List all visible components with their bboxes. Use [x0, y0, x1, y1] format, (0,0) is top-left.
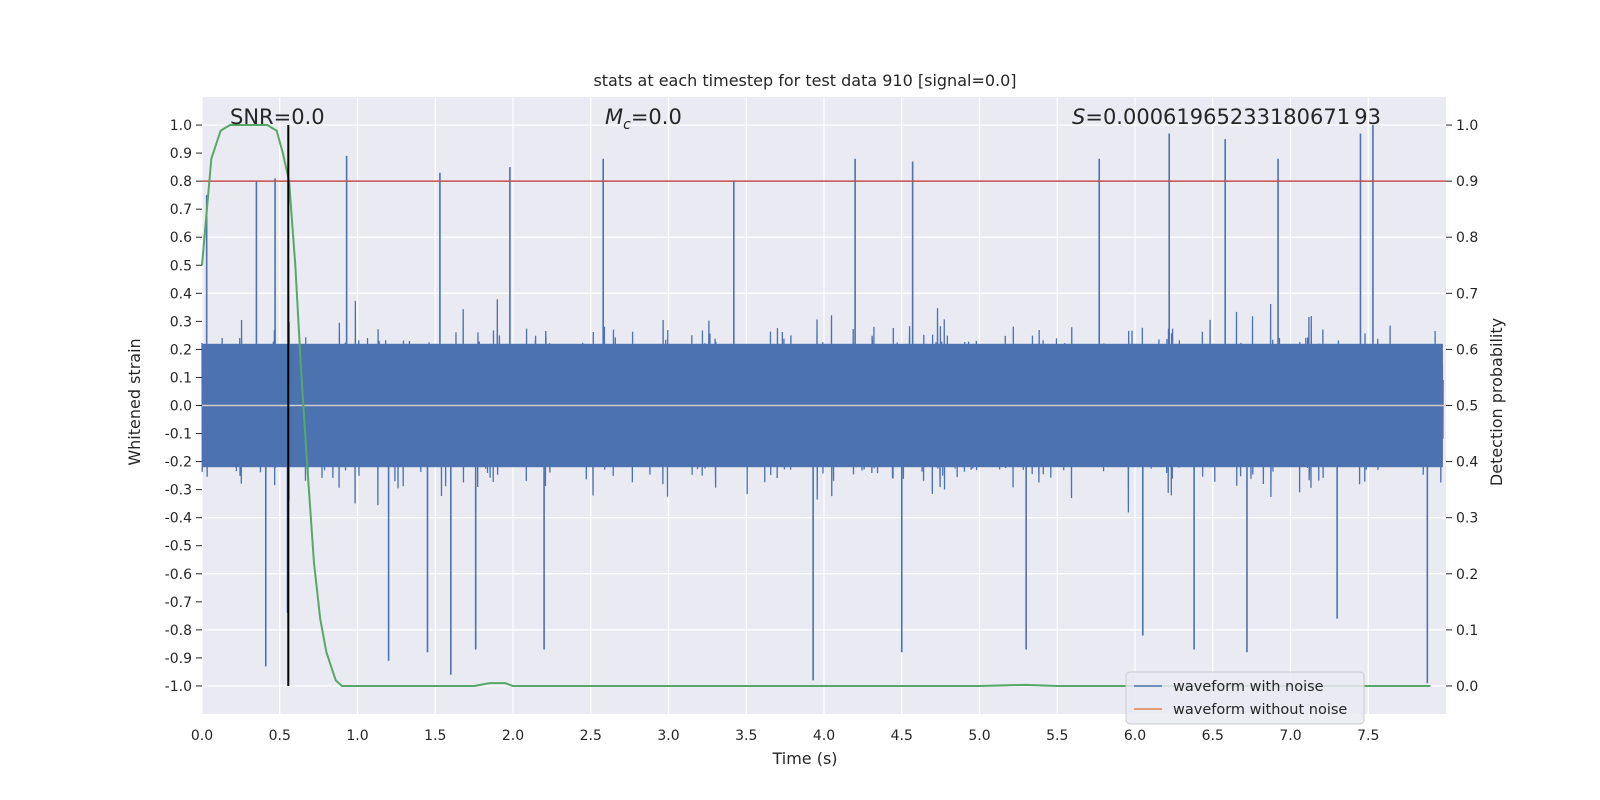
- x-axis-label: Time (s): [771, 749, 837, 768]
- y-tick-label: 0.7: [170, 202, 192, 218]
- legend: waveform with noise waveform without noi…: [1125, 671, 1365, 725]
- x-tick-label: 3.5: [735, 728, 757, 744]
- x-tick-label: 2.0: [502, 728, 524, 744]
- y-tick-label: 0.0: [170, 399, 192, 415]
- y-tick-label: 0.6: [170, 230, 192, 246]
- mc-annotation: Mc=0.0: [605, 105, 682, 133]
- detection-probability-line: [201, 124, 1431, 687]
- x-tick-label: 7.0: [1279, 728, 1301, 744]
- legend-label-noise: waveform with noise: [1173, 679, 1324, 695]
- mc-subscript: c: [623, 117, 631, 133]
- y2-tick-label: 0.6: [1456, 342, 1478, 358]
- x-tick-label: 4.5: [891, 728, 913, 744]
- y2-tick-label: 0.4: [1456, 455, 1478, 471]
- x-tick-label: 7.5: [1357, 728, 1379, 744]
- s-annotation: S=0.00061965233180671 93: [1072, 105, 1381, 129]
- y-axis-left: 1.0 0.9 0.8 0.7 0.6 0.5 0.4 0.3 0.2 0.1 0.0 -0.1 -0.…: [165, 118, 202, 695]
- y2-tick-label: 0.1: [1456, 623, 1478, 639]
- y-tick-label: 0.2: [170, 342, 192, 358]
- y-tick-label: 0.8: [170, 174, 192, 190]
- y-tick-label: 0.1: [170, 370, 192, 386]
- x-tick-label: 1.5: [424, 728, 446, 744]
- y-tick-label: -0.5: [165, 539, 192, 555]
- y2-tick-label: 1.0: [1456, 118, 1478, 134]
- chart-title: stats at each timestep for test data 910…: [593, 71, 1016, 90]
- y-tick-label: -0.2: [165, 455, 192, 471]
- y-tick-label: -0.6: [165, 567, 192, 583]
- y-tick-label: 1.0: [170, 118, 192, 134]
- y2-tick-label: 0.0: [1456, 679, 1478, 695]
- mc-value: =0.0: [631, 105, 682, 129]
- plot-area: [201, 97, 1446, 714]
- x-tick-label: 6.0: [1124, 728, 1146, 744]
- legend-label-clean: waveform without noise: [1173, 702, 1347, 718]
- x-tick-label: 0.5: [269, 728, 291, 744]
- x-tick-label: 0.0: [191, 728, 213, 744]
- y-tick-label: -0.9: [165, 651, 192, 667]
- y-tick-label: -0.1: [165, 427, 192, 443]
- y2-tick-label: 0.9: [1456, 174, 1478, 190]
- snr-annotation: SNR=0.0: [230, 105, 325, 129]
- y2-tick-label: 0.2: [1456, 567, 1478, 583]
- y-tick-label: -0.8: [165, 623, 192, 639]
- y-axis-right: 1.0 0.9 0.8 0.7 0.6 0.5 0.4 0.3 0.2 0.1 0.0: [1446, 118, 1478, 695]
- y-tick-label: 0.4: [170, 286, 192, 302]
- x-tick-label: 1.0: [346, 728, 368, 744]
- x-tick-label: 5.0: [968, 728, 990, 744]
- mc-symbol: M: [605, 105, 623, 129]
- y-tick-label: 0.9: [170, 146, 192, 162]
- y2-tick-label: 0.3: [1456, 511, 1478, 527]
- y-axis-label: Whitened strain: [125, 338, 144, 465]
- y2-tick-label: 0.7: [1456, 286, 1478, 302]
- s-value: =0.00061965233180671 93: [1085, 105, 1381, 129]
- x-tick-label: 4.0: [813, 728, 835, 744]
- x-tick-label: 6.5: [1202, 728, 1224, 744]
- y2-tick-label: 0.5: [1456, 399, 1478, 415]
- x-tick-label: 3.0: [657, 728, 679, 744]
- y-tick-label: 0.5: [170, 258, 192, 274]
- y-tick-label: -0.3: [165, 483, 192, 499]
- x-tick-label: 5.5: [1046, 728, 1068, 744]
- y-tick-label: -0.7: [165, 595, 192, 611]
- y2-axis-label: Detection probability: [1487, 318, 1506, 486]
- x-tick-label: 2.5: [580, 728, 602, 744]
- x-axis: 0.0 0.5 1.0 1.5 2.0 2.5 3.0 3.5 4.0 4.5 5.0 5.5 6.0 6…: [191, 728, 1380, 744]
- y2-tick-label: 0.8: [1456, 230, 1478, 246]
- y-tick-label: -0.4: [165, 511, 192, 527]
- s-symbol: S: [1072, 105, 1085, 129]
- y-tick-label: -1.0: [165, 679, 192, 695]
- legend-frame: [1125, 671, 1365, 725]
- y-tick-label: 0.3: [170, 314, 192, 330]
